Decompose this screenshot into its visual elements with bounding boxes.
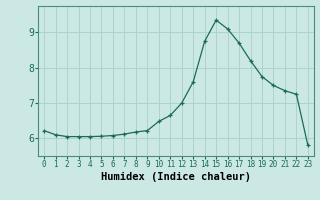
X-axis label: Humidex (Indice chaleur): Humidex (Indice chaleur)	[101, 172, 251, 182]
